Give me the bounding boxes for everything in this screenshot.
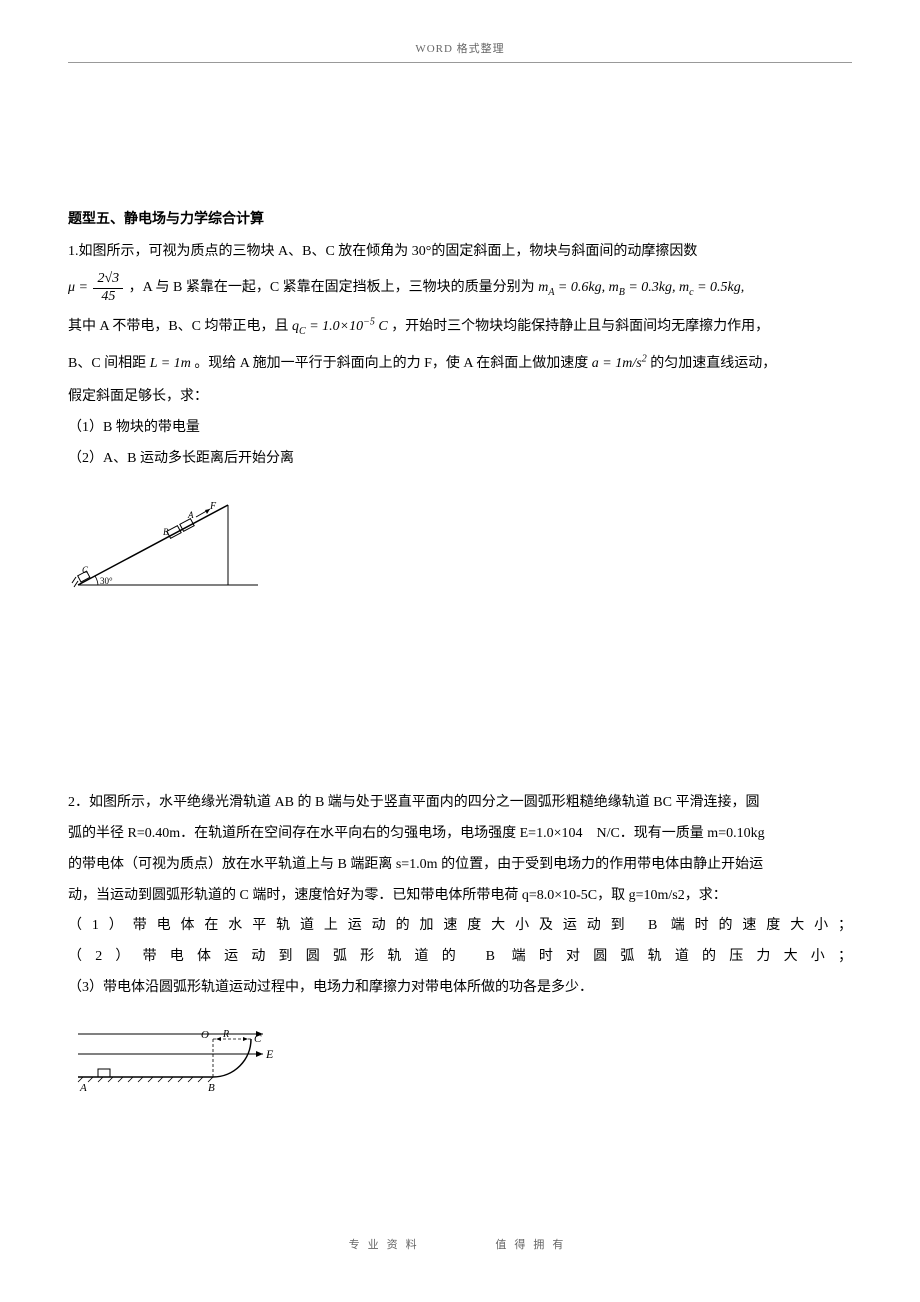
L-formula: L = 1m	[150, 356, 195, 371]
problem1-line5: 假定斜面足够长，求：	[68, 382, 852, 413]
mu-symbol: μ =	[68, 280, 88, 295]
header-text: WORD 格式整理	[415, 43, 504, 55]
problem2-q1: （1）带电体在水平轨道上运动的加速度大小及运动到 B 端时的速度大小；	[68, 911, 852, 942]
main-content: 题型五、静电场与力学综合计算 1.如图所示，可视为质点的三物块 A、B、C 放在…	[68, 203, 852, 1117]
o-label: O	[201, 1029, 209, 1041]
footer-left: 专业资料	[349, 1239, 425, 1251]
problem2-line1: 2．如图所示，水平绝缘光滑轨道 AB 的 B 端与处于竖直平面内的四分之一圆弧形…	[68, 788, 852, 819]
footer-right: 值得拥有	[495, 1239, 571, 1251]
diagram-2: E O R C A B	[68, 1024, 852, 1118]
frac-den: 45	[93, 289, 123, 306]
c-label: C	[254, 1033, 262, 1045]
a-label: A	[79, 1082, 87, 1094]
a-formula: a = 1m/s2	[592, 356, 650, 371]
problem1-line4: B、C 间相距 L = 1m 。现给 A 施加一平行于斜面向上的力 F，使 A …	[68, 346, 852, 382]
fraction: 2√3 45	[93, 271, 123, 306]
page-footer: 专业资料 值得拥有	[0, 1236, 920, 1252]
spacer	[68, 668, 852, 788]
diagram-1: 30° F A B C	[68, 495, 852, 609]
force-label: F	[209, 501, 217, 512]
problem2-q3: （3）带电体沿圆弧形轨道运动过程中，电场力和摩擦力对带电体所做的功各是多少．	[68, 973, 852, 1004]
p1-l4p3: 的匀加速直线运动，	[650, 356, 776, 371]
masses: mA = 0.6kg, mB = 0.3kg, mc = 0.5kg,	[538, 280, 744, 295]
p1-l4p2: 。现给 A 施加一平行于斜面向上的力 F，使 A 在斜面上做加速度	[194, 356, 588, 371]
block-a-label: A	[187, 510, 194, 520]
angle-label: 30°	[100, 576, 113, 586]
problem1-line2: μ = 2√3 45 ，A 与 B 紧靠在一起，C 紧靠在固定挡板上，三物块的质…	[68, 267, 852, 309]
problem1-q2: （2）A、B 运动多长距离后开始分离	[68, 444, 852, 475]
problem2-line2: 弧的半径 R=0.40m．在轨道所在空间存在水平向右的匀强电场，电场强度 E=1…	[68, 819, 852, 850]
qc-formula: qC = 1.0×10−5 C	[292, 319, 391, 334]
p1-l3p1: 其中 A 不带电，B、C 均带正电，且	[68, 319, 289, 334]
problem1-line1: 1.如图所示，可视为质点的三物块 A、B、C 放在倾角为 30°的固定斜面上，物…	[68, 237, 852, 268]
frac-num: 2√3	[93, 271, 123, 289]
problem1-line3: 其中 A 不带电，B、C 均带正电，且 qC = 1.0×10−5 C ，开始时…	[68, 309, 852, 345]
p1-l4p1: B、C 间相距	[68, 356, 146, 371]
p1-intro: 1.如图所示，可视为质点的三物块 A、B、C 放在倾角为 30°的固定斜面上，物…	[68, 244, 697, 259]
problem2-line3: 的带电体（可视为质点）放在水平轨道上与 B 端距离 s=1.0m 的位置，由于受…	[68, 850, 852, 881]
p1-l3p2: ，开始时三个物块均能保持静止且与斜面间均无摩擦力作用，	[391, 319, 769, 334]
problem2-line4: 动，当运动到圆弧形轨道的 C 端时，速度恰好为零．已知带电体所带电荷 q=8.0…	[68, 881, 852, 912]
r-label: R	[222, 1029, 229, 1040]
b-label: B	[208, 1082, 215, 1094]
e-label: E	[265, 1047, 274, 1061]
page-header: WORD 格式整理	[68, 40, 852, 63]
problem1-q1: （1）B 物块的带电量	[68, 413, 852, 444]
block-c-label: C	[82, 565, 89, 575]
p1-l2p1: ，A 与 B 紧靠在一起，C 紧靠在固定挡板上，三物块的质量分别为	[129, 280, 535, 295]
section-title: 题型五、静电场与力学综合计算	[68, 203, 852, 237]
problem2-q2: （2）带电体运动到圆弧形轨道的 B 端时对圆弧轨道的压力大小；	[68, 942, 852, 973]
block-b-label: B	[163, 527, 169, 537]
